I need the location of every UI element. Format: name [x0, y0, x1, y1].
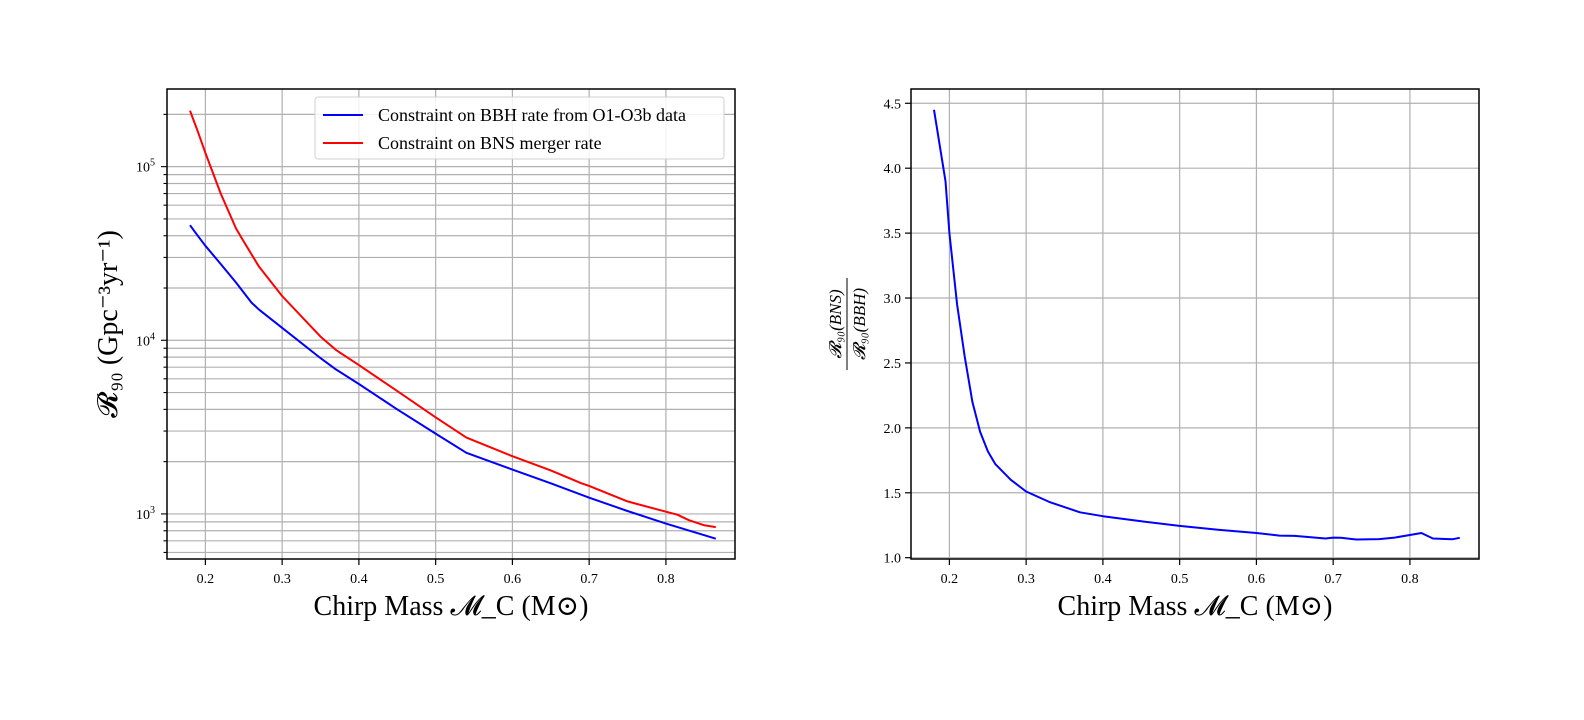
tick-label-base: 10: [136, 508, 150, 523]
tick-label-exponent: 3: [150, 505, 155, 516]
left-x-tick-label: 0.3: [273, 572, 291, 587]
right-x-tick-label: 0.5: [1171, 572, 1189, 587]
right-x-tick-label: 0.8: [1401, 572, 1419, 587]
right-chart-panel: 0.2 0.3 0.4 0.5 0.6 0.7 0.8 1.0 1.5 2.0 2.5 3.0 3.5 4…: [826, 88, 1480, 622]
left-series-lines: [189, 110, 717, 540]
tick-label-base: 10: [136, 334, 150, 349]
tick-label-exponent: 5: [150, 158, 155, 169]
legend-label: Constraint on BBH rate from O1-O3b data: [378, 105, 686, 125]
left-y-tick-label: 105: [136, 158, 155, 176]
right-y-tick-label: 2.0: [884, 422, 902, 437]
left-x-tick-label: 0.4: [350, 572, 368, 587]
left-plot-frame: [166, 88, 736, 560]
left-x-tick-label: 0.2: [197, 572, 215, 587]
right-x-tick-label: 0.7: [1324, 572, 1342, 587]
right-y-tick-label: 3.0: [884, 292, 902, 307]
right-y-label-denominator: 𝓡₉₀(BBH): [850, 288, 869, 360]
right-y-tick-label: 2.5: [884, 357, 902, 372]
tick-label-base: 10: [136, 161, 150, 176]
left-y-axis-label: 𝓡₉₀ (Gpc⁻³yr⁻¹): [93, 230, 124, 418]
left-x-tick-label: 0.8: [657, 572, 675, 587]
right-gridlines: [911, 89, 1479, 559]
left-x-tick-label: 0.5: [427, 572, 445, 587]
right-y-tick-label: 4.5: [884, 97, 902, 112]
ratio-series-line: [933, 109, 1460, 541]
series-line: [189, 224, 717, 540]
left-x-tick-label: 0.7: [580, 572, 598, 587]
right-x-tick-label: 0.2: [941, 572, 959, 587]
left-gridlines: [167, 89, 735, 559]
right-x-axis-label: Chirp Mass 𝓜_C (M⊙): [1058, 591, 1333, 622]
right-x-tick-label: 0.3: [1017, 572, 1035, 587]
left-y-tick-label: 103: [136, 505, 155, 523]
legend: Constraint on BBH rate from O1-O3b data C…: [314, 96, 725, 160]
right-x-tick-label: 0.4: [1094, 572, 1112, 587]
legend-box: [314, 96, 725, 160]
right-y-axis-label: 𝓡₉₀(BNS) 𝓡₉₀(BBH): [826, 278, 869, 370]
series-line: [189, 110, 716, 529]
right-plot-frame: [910, 88, 1480, 560]
right-x-tick-label: 0.6: [1248, 572, 1266, 587]
left-y-tick-label: 104: [136, 331, 155, 349]
left-x-axis-label: Chirp Mass 𝓜_C (M⊙): [314, 591, 589, 622]
right-ticks: 0.2 0.3 0.4 0.5 0.6 0.7 0.8 1.0 1.5 2.0 2.5 3.0 3.5 4…: [884, 97, 1419, 587]
right-y-tick-label: 1.0: [884, 552, 902, 567]
legend-label: Constraint on BNS merger rate: [378, 133, 602, 153]
right-y-label-numerator: 𝓡₉₀(BNS): [826, 289, 845, 359]
left-x-tick-label: 0.6: [504, 572, 522, 587]
right-y-tick-label: 1.5: [884, 487, 902, 502]
tick-label-exponent: 4: [150, 331, 155, 342]
right-series-lines: [933, 109, 1460, 541]
right-y-tick-label: 4.0: [884, 162, 902, 177]
right-y-tick-label: 3.5: [884, 227, 902, 242]
